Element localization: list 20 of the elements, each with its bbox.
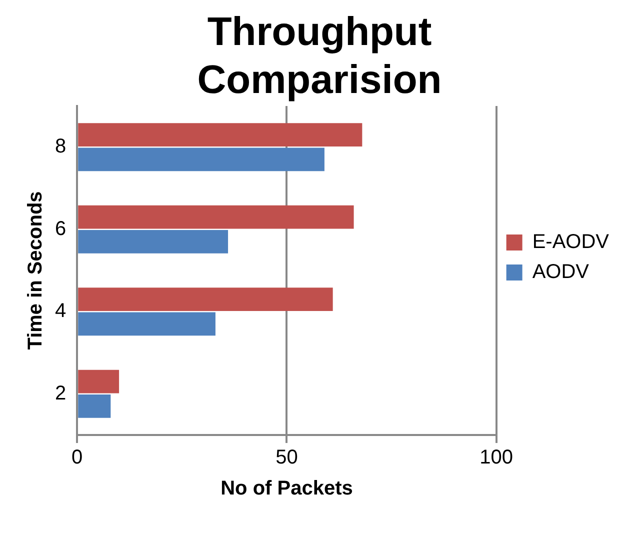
bar bbox=[78, 230, 228, 254]
legend-label: AODV bbox=[532, 261, 590, 284]
y-tick-label: 8 bbox=[55, 136, 66, 158]
bar bbox=[78, 394, 111, 418]
y-tick-label: 6 bbox=[55, 218, 66, 240]
bar bbox=[78, 288, 333, 312]
x-axis-title: No of Packets bbox=[220, 478, 353, 500]
bar bbox=[78, 312, 216, 336]
chart-title: Throughput Comparision bbox=[197, 10, 442, 102]
x-tick-label: 100 bbox=[480, 446, 514, 469]
bar bbox=[78, 370, 120, 394]
y-axis-title: Time in Seconds bbox=[24, 191, 47, 350]
legend-label: E-AODV bbox=[532, 231, 610, 254]
x-tick-label: 50 bbox=[276, 446, 298, 469]
y-tick-label: 2 bbox=[55, 382, 66, 404]
bar bbox=[78, 123, 362, 147]
bar bbox=[78, 148, 324, 172]
x-tick-label: 0 bbox=[72, 446, 83, 469]
bar bbox=[78, 205, 354, 229]
y-tick-label: 4 bbox=[55, 300, 66, 322]
